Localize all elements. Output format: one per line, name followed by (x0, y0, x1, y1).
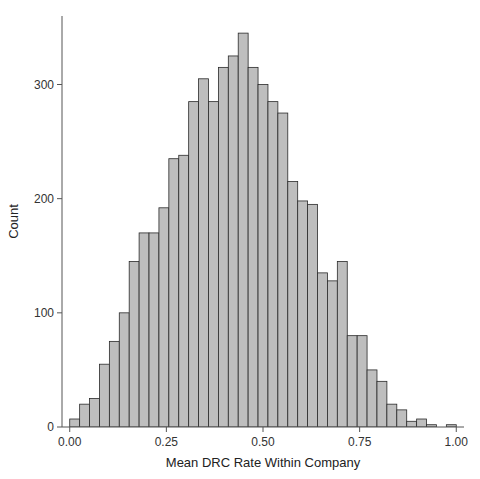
x-tick-label: 0.25 (155, 435, 179, 449)
histogram-bar (308, 204, 318, 427)
histogram-bar (268, 102, 278, 427)
histogram-bar (318, 273, 328, 427)
histogram-bar (99, 364, 109, 427)
histogram-bar (387, 404, 397, 427)
y-axis-line (62, 16, 63, 427)
x-tick (263, 427, 264, 432)
histogram-bar (337, 261, 347, 427)
x-tick-label: 0.50 (251, 435, 275, 449)
y-tick (57, 198, 62, 199)
y-tick (57, 427, 62, 428)
histogram-bar (119, 313, 129, 427)
histogram-bar (417, 419, 427, 427)
histogram-bar (109, 341, 119, 427)
histogram-bar (70, 419, 80, 427)
histogram-bar (218, 67, 228, 427)
y-tick-label: 0 (47, 420, 54, 434)
histogram-bar (149, 233, 159, 427)
histogram-bar (169, 159, 179, 427)
y-tick-label: 300 (34, 78, 54, 92)
x-tick-label: 1.00 (445, 435, 469, 449)
x-tick (359, 427, 360, 432)
histogram-bar (189, 102, 199, 427)
y-tick-label: 100 (34, 306, 54, 320)
histogram-bar (80, 404, 90, 427)
histogram-bar (327, 281, 337, 427)
histogram-bar (347, 336, 357, 427)
x-tick-label: 0.00 (58, 435, 82, 449)
histogram-bar (258, 85, 268, 428)
x-tick (456, 427, 457, 432)
histogram-bar (179, 155, 189, 427)
bars (70, 33, 457, 427)
histogram-bar (407, 421, 417, 427)
chart-container: 0.00 0.25 0.50 0.75 1.00 0 100 200 300 Mean DRC R… (0, 0, 480, 479)
histogram-bar (248, 67, 258, 427)
histogram-bar (397, 410, 407, 427)
histogram-bar (288, 182, 298, 427)
histogram-bar (90, 398, 100, 427)
x-tick (166, 427, 167, 432)
y-tick (57, 84, 62, 85)
histogram-bar (129, 261, 139, 427)
y-tick-label: 200 (34, 192, 54, 206)
histogram-bar (228, 56, 238, 427)
y-axis-label: Count (6, 204, 21, 239)
histogram-bar (159, 208, 169, 427)
histogram-bar (357, 336, 367, 427)
histogram-bar (238, 33, 248, 427)
histogram-bar (208, 102, 218, 427)
histogram-bar (367, 370, 377, 427)
histogram-bar (298, 201, 308, 427)
x-tick-label: 0.75 (348, 435, 372, 449)
chart: 0.00 0.25 0.50 0.75 1.00 0 100 200 300 Mean DRC R… (0, 0, 480, 479)
x-axis-label: Mean DRC Rate Within Company (166, 455, 361, 470)
x-tick (69, 427, 70, 432)
histogram-bar (377, 381, 387, 427)
histogram-bar (139, 233, 149, 427)
histogram-bar (199, 79, 209, 427)
histogram-bar (278, 113, 288, 427)
y-tick (57, 312, 62, 313)
